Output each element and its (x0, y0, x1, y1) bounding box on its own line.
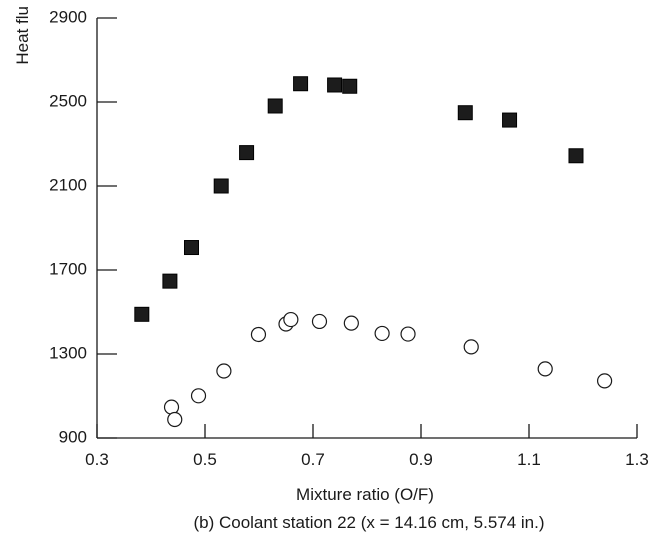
x-axis-ticks: 0.3 0.5 0.7 0.9 1.1 1.3 (85, 424, 649, 469)
data-series (134, 76, 613, 428)
data-point-circle (374, 325, 390, 342)
data-point-circle (216, 363, 232, 379)
data-point-circle (343, 315, 359, 331)
figure-caption: (b) Coolant station 22 (x = 14.16 cm, 5.… (193, 513, 544, 532)
data-point-square (213, 178, 229, 194)
data-point-circle (400, 326, 416, 342)
x-tick-label: 0.9 (409, 450, 433, 469)
axes (96, 18, 637, 439)
x-tick-label: 0.5 (193, 450, 217, 469)
data-point-circle (163, 399, 180, 415)
data-point-square (457, 105, 473, 121)
data-point-square (239, 145, 255, 161)
y-tick-label: 1300 (49, 343, 87, 362)
data-point-square (134, 306, 150, 322)
series-1 (134, 76, 584, 322)
data-point-circle (311, 313, 328, 330)
data-point-circle (190, 388, 207, 404)
data-point-circle (250, 326, 267, 343)
x-tick-label: 1.3 (625, 450, 649, 469)
x-tick-label: 0.3 (85, 450, 109, 469)
y-axis-ticks: 900 1300 1700 2100 2500 2900 (49, 7, 117, 446)
y-tick-label: 2100 (49, 175, 87, 194)
data-point-square (502, 112, 518, 128)
y-axis-title: Heat flu (13, 6, 32, 65)
x-tick-label: 0.7 (301, 450, 325, 469)
data-point-square (568, 148, 584, 164)
y-tick-label: 2900 (49, 7, 87, 26)
data-point-circle (167, 411, 183, 428)
data-point-square (327, 77, 343, 93)
data-point-square (293, 76, 309, 92)
series-2 (163, 311, 613, 428)
y-tick-label: 2500 (49, 91, 87, 110)
data-point-square (162, 273, 178, 289)
data-point-circle (596, 373, 613, 389)
data-point-circle (463, 339, 479, 355)
x-axis-title: Mixture ratio (O/F) (296, 485, 434, 504)
data-point-square (342, 78, 358, 94)
data-point-square (267, 98, 283, 114)
y-tick-label: 900 (59, 427, 87, 446)
y-tick-label: 1700 (49, 259, 87, 278)
data-point-circle (537, 361, 553, 377)
x-tick-label: 1.1 (517, 450, 541, 469)
data-point-square (184, 240, 199, 256)
data-point-circle (283, 311, 299, 328)
